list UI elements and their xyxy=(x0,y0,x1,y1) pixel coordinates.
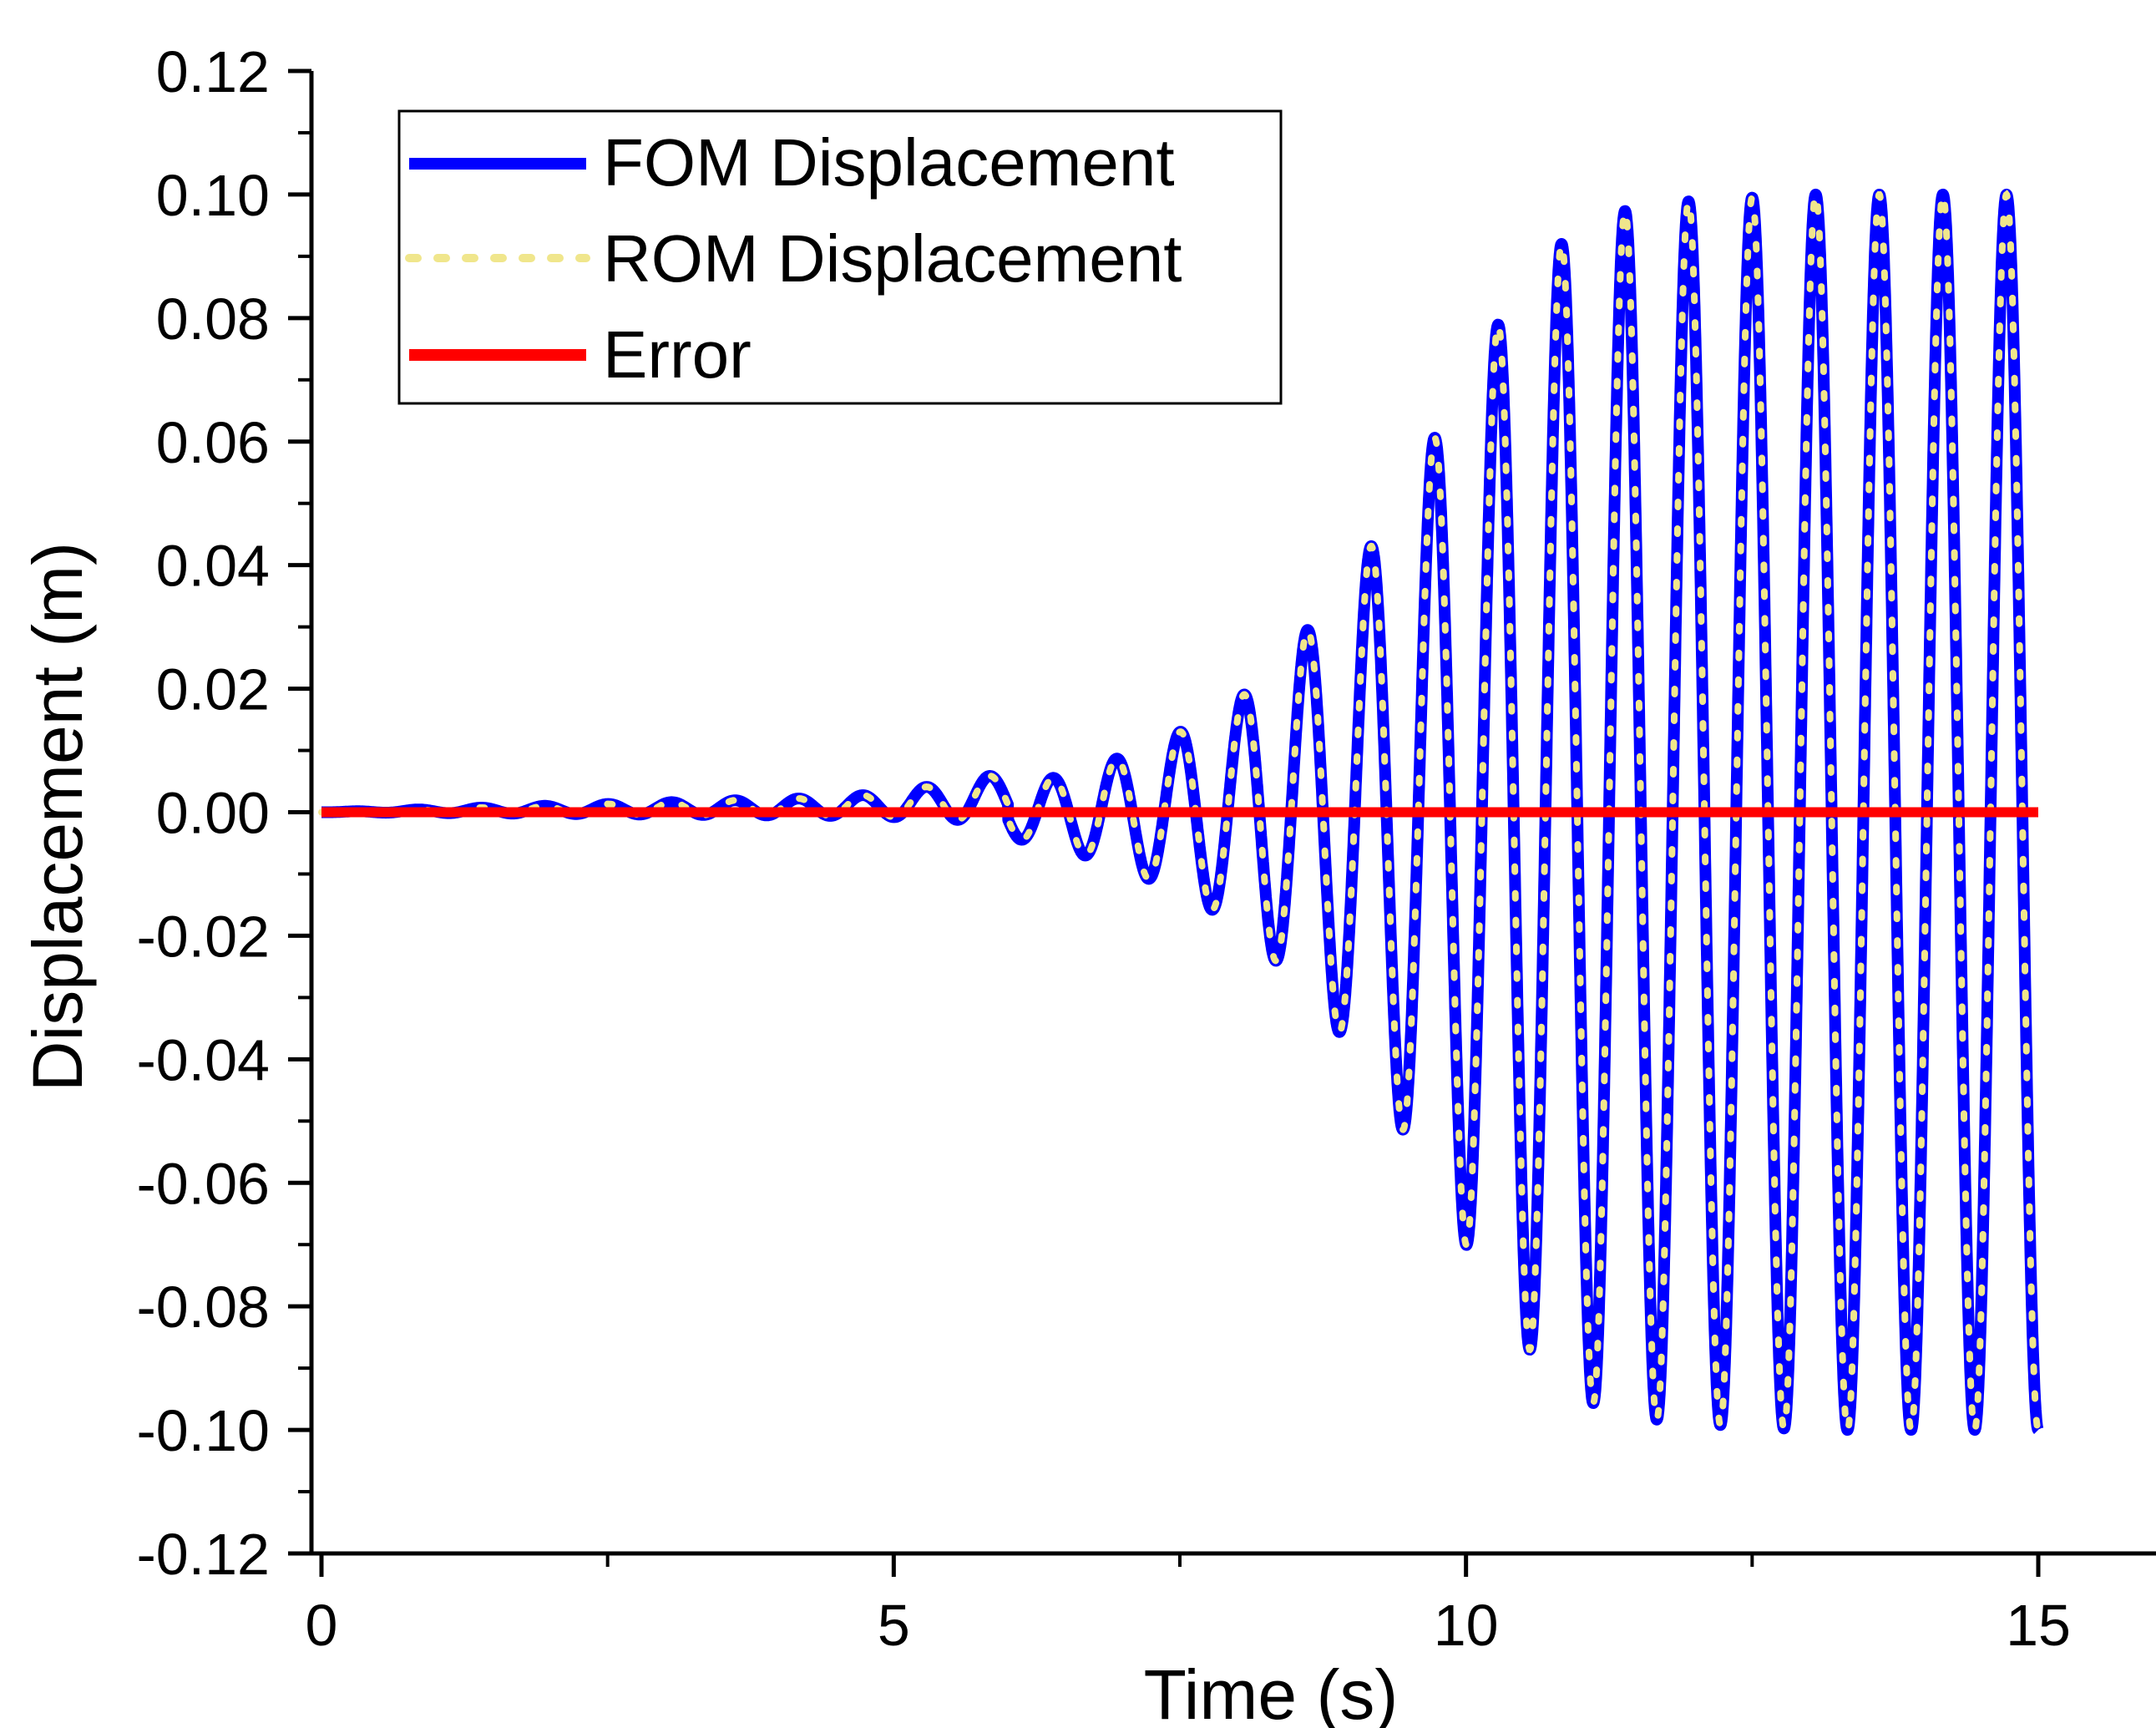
x-axis-title: Time (s) xyxy=(1144,1655,1399,1728)
x-axis-ticks: 0 5 10 15 xyxy=(306,1553,2071,1658)
y-tick-label: -0.06 xyxy=(136,1151,270,1216)
y-tick-label: -0.12 xyxy=(136,1522,270,1587)
series-rom-displacement-line xyxy=(318,190,2042,1435)
y-tick-label: 0.00 xyxy=(156,781,270,846)
y-tick-label: 0.10 xyxy=(156,163,270,228)
y-axis-title: Displacement (m) xyxy=(18,542,97,1092)
y-tick-label: 0.02 xyxy=(156,657,270,722)
legend-label-rom: ROM Displacement xyxy=(603,221,1182,296)
y-tick-label: 0.06 xyxy=(156,410,270,475)
y-tick-label: 0.08 xyxy=(156,286,270,352)
y-tick-label: -0.02 xyxy=(136,904,270,969)
y-tick-label: 0.12 xyxy=(156,39,270,104)
y-tick-label: 0.04 xyxy=(156,534,270,599)
legend-label-fom: FOM Displacement xyxy=(603,125,1175,200)
x-tick-label: 0 xyxy=(306,1593,338,1658)
x-tick-label: 15 xyxy=(2006,1593,2071,1658)
x-tick-label: 5 xyxy=(878,1593,910,1658)
y-axis-ticks: -0.12 -0.10 -0.08 -0.06 -0.04 -0.02 0.00 0.02 0.… xyxy=(136,39,311,1587)
y-tick-label: -0.08 xyxy=(136,1274,270,1340)
legend-label-error: Error xyxy=(603,317,752,392)
x-tick-label: 10 xyxy=(1434,1593,1499,1658)
y-tick-label: -0.10 xyxy=(136,1398,270,1463)
y-tick-label: -0.04 xyxy=(136,1027,270,1092)
plot-area xyxy=(316,188,2044,1437)
legend: FOM Displacement ROM Displacement Error xyxy=(397,109,1283,405)
